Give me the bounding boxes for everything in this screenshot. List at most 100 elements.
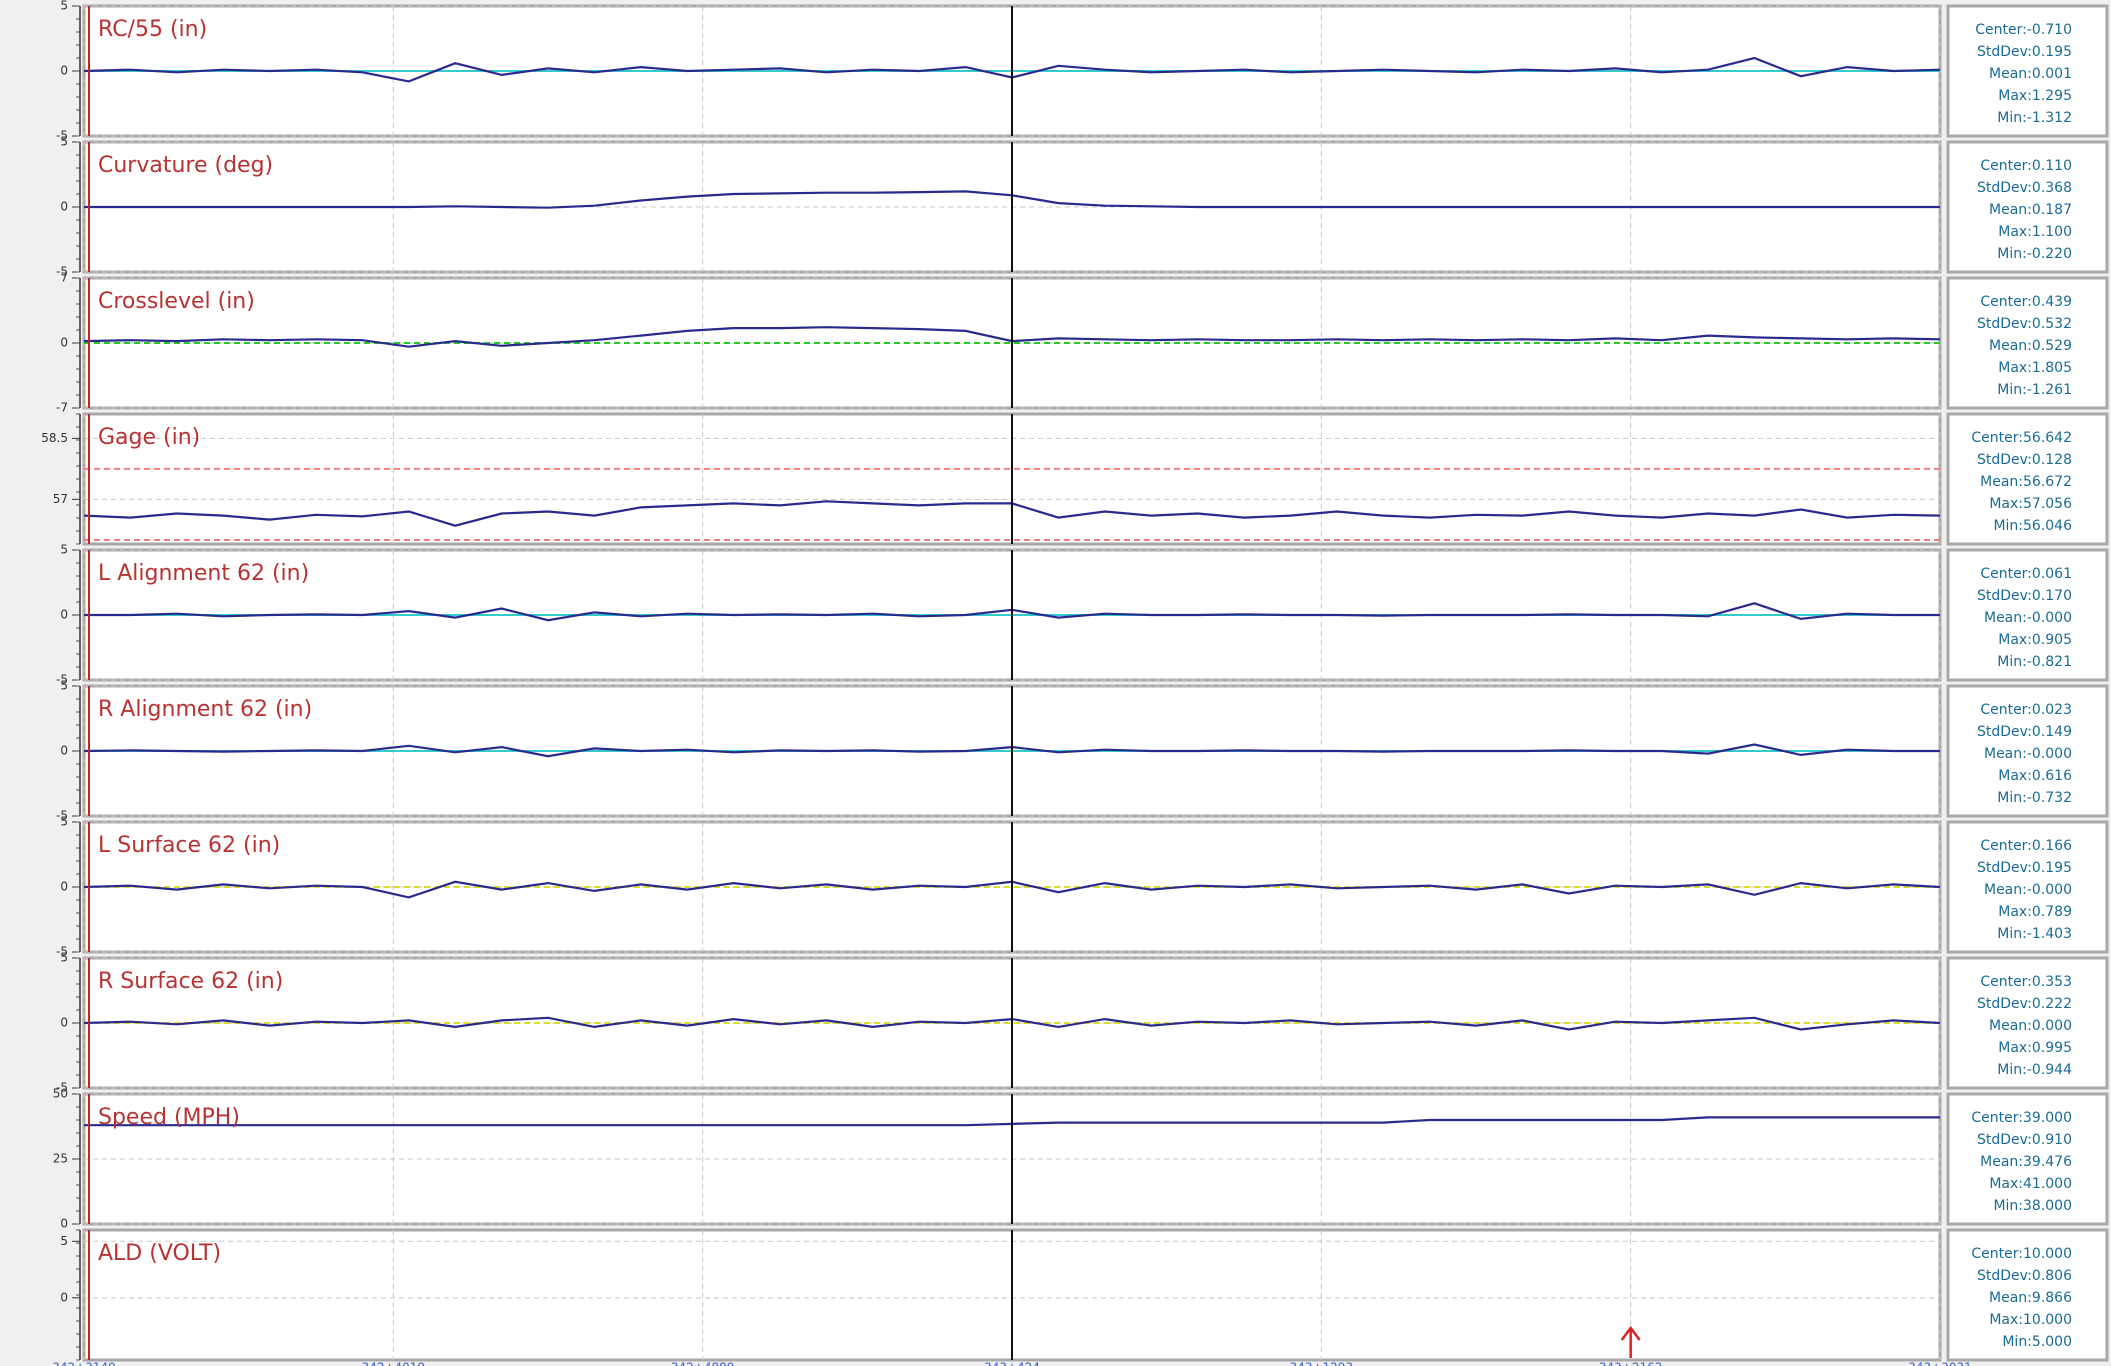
y-tick-label: 25 — [53, 1152, 68, 1166]
stat-label: Center: — [1980, 702, 2032, 718]
stat-label: Mean: — [1989, 202, 2032, 218]
stat-label: Min: — [1997, 790, 2027, 806]
stat-label: Mean: — [1980, 474, 2023, 490]
stat-value: -0.220 — [2027, 246, 2072, 262]
stat-entry: StdDev:0.806 — [1977, 1268, 2072, 1284]
stat-entry: Max:57.056 — [1989, 496, 2072, 512]
stat-entry: Mean:-0.000 — [1984, 882, 2072, 898]
stat-label: Min: — [1993, 1198, 2023, 1214]
stat-label: Mean: — [1984, 746, 2027, 762]
stat-entry: Min:-0.220 — [1997, 246, 2072, 262]
y-tick-label: 57 — [53, 492, 68, 506]
stat-value: -1.261 — [2027, 382, 2072, 398]
stat-entry: Max:10.000 — [1989, 1312, 2072, 1328]
stat-value: 56.642 — [2023, 430, 2072, 446]
stat-value: 1.805 — [2032, 360, 2072, 376]
y-tick-label: -5 — [56, 945, 68, 959]
stat-entry: Mean:-0.000 — [1984, 746, 2072, 762]
stat-label: Mean: — [1989, 338, 2032, 354]
stat-label: Min: — [1993, 518, 2023, 534]
stat-value: 0.905 — [2032, 632, 2072, 648]
stat-label: Center: — [1980, 838, 2032, 854]
stat-value: 0.000 — [2032, 1018, 2072, 1034]
y-tick-label: 7 — [60, 271, 68, 285]
stat-value: 0.195 — [2032, 44, 2072, 60]
stat-entry: Center:39.000 — [1971, 1110, 2072, 1126]
y-tick-label: 0 — [60, 608, 68, 622]
stat-entry: Center:-0.710 — [1975, 22, 2072, 38]
y-tick-label: 0 — [60, 336, 68, 350]
stat-entry: Center:10.000 — [1971, 1246, 2072, 1262]
stat-value: -0.732 — [2027, 790, 2072, 806]
y-tick-label: 0 — [60, 1217, 68, 1231]
panel-title: Curvature (deg) — [98, 153, 273, 178]
y-tick-label: 5 — [60, 951, 68, 965]
stat-value: 0.166 — [2032, 838, 2072, 854]
stat-value: 0.001 — [2032, 66, 2072, 82]
stat-value: -0.821 — [2027, 654, 2072, 670]
stat-label: Max: — [1998, 88, 2032, 104]
x-tick-label: 343+1293 — [1290, 1361, 1354, 1366]
stat-label: Center: — [1971, 430, 2023, 446]
stat-value: 10.000 — [2023, 1246, 2072, 1262]
stats-box — [1946, 548, 2109, 682]
stat-entry: Min:-1.312 — [1997, 110, 2072, 126]
stat-entry: Max:1.100 — [1998, 224, 2072, 240]
stat-label: Max: — [1989, 1312, 2023, 1328]
stat-label: Mean: — [1984, 882, 2027, 898]
stat-entry: Center:0.166 — [1980, 838, 2072, 854]
stat-label: Center: — [1971, 1246, 2023, 1262]
stat-entry: Min:-0.821 — [1997, 654, 2072, 670]
stat-value: 0.195 — [2032, 860, 2072, 876]
stat-entry: Mean:0.187 — [1989, 202, 2072, 218]
stats-box — [1946, 276, 2109, 410]
stat-label: Center: — [1975, 22, 2027, 38]
y-tick-label: 5 — [60, 543, 68, 557]
stat-label: Mean: — [1989, 1290, 2032, 1306]
y-tick-label: 0 — [60, 200, 68, 214]
stat-entry: StdDev:0.222 — [1977, 996, 2072, 1012]
stat-value: 0.532 — [2032, 316, 2072, 332]
stats-box — [1946, 412, 2109, 546]
stat-entry: StdDev:0.368 — [1977, 180, 2072, 196]
stat-label: Min: — [1997, 1062, 2027, 1078]
stat-entry: Max:1.295 — [1998, 88, 2072, 104]
stat-entry: Center:56.642 — [1971, 430, 2072, 446]
stat-entry: StdDev:0.532 — [1977, 316, 2072, 332]
stat-label: StdDev: — [1977, 1268, 2032, 1284]
stat-entry: Mean:0.000 — [1989, 1018, 2072, 1034]
x-tick-label: 343+3031 — [1908, 1361, 1972, 1366]
stat-entry: Center:0.353 — [1980, 974, 2072, 990]
stat-entry: Min:56.046 — [1993, 518, 2072, 534]
stats-box — [1946, 1228, 2109, 1362]
stat-entry: StdDev:0.149 — [1977, 724, 2072, 740]
stat-entry: Min:38.000 — [1993, 1198, 2072, 1214]
stat-value: 39.476 — [2023, 1154, 2072, 1170]
stat-value: -1.312 — [2027, 110, 2072, 126]
stat-label: Mean: — [1989, 66, 2032, 82]
stat-value: 56.046 — [2023, 518, 2072, 534]
panel-title: ALD (VOLT) — [98, 1241, 221, 1266]
stat-value: 0.187 — [2032, 202, 2072, 218]
stat-entry: Center:0.023 — [1980, 702, 2072, 718]
stat-entry: Center:0.439 — [1980, 294, 2072, 310]
stat-label: Max: — [1989, 1176, 2023, 1192]
stat-value: 0.616 — [2032, 768, 2072, 784]
panel-title: L Alignment 62 (in) — [98, 561, 309, 586]
stat-label: StdDev: — [1977, 588, 2032, 604]
stat-value: 0.128 — [2032, 452, 2072, 468]
stat-label: Min: — [1997, 382, 2027, 398]
y-tick-label: 0 — [60, 1290, 68, 1304]
stat-value: 0.439 — [2032, 294, 2072, 310]
stat-entry: StdDev:0.128 — [1977, 452, 2072, 468]
stat-entry: StdDev:0.910 — [1977, 1132, 2072, 1148]
stat-entry: Min:-0.944 — [1997, 1062, 2072, 1078]
stat-label: Center: — [1980, 566, 2032, 582]
stat-value: 0.995 — [2032, 1040, 2072, 1056]
stats-box — [1946, 4, 2109, 138]
stat-entry: Max:0.905 — [1998, 632, 2072, 648]
stat-label: Max: — [1998, 1040, 2032, 1056]
stat-value: 5.000 — [2032, 1334, 2072, 1350]
stat-entry: Mean:0.001 — [1989, 66, 2072, 82]
stats-box — [1946, 1092, 2109, 1226]
